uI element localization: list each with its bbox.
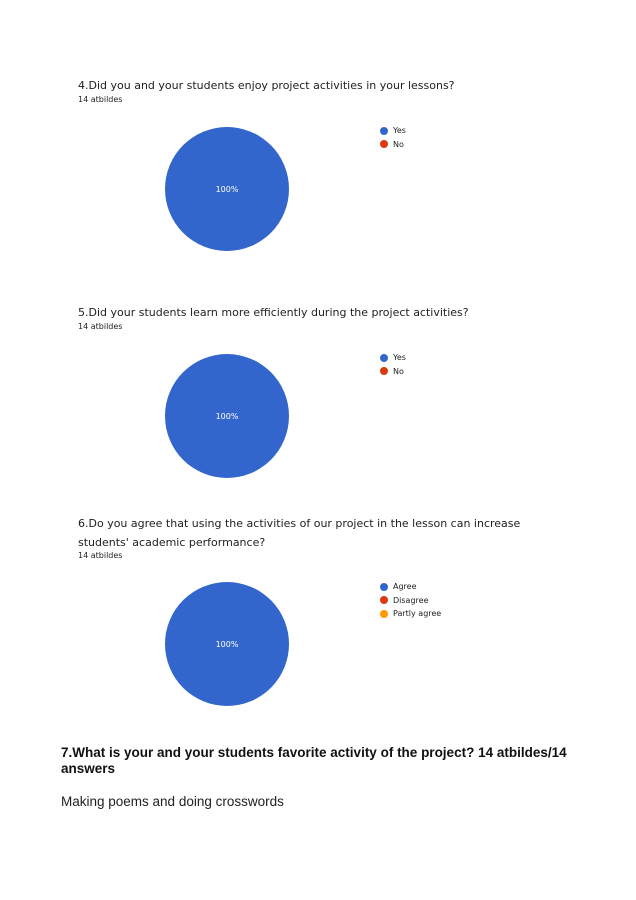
pie-chart: 100% xyxy=(165,354,289,478)
legend-label: Yes xyxy=(393,126,406,136)
pie-data-label: 100% xyxy=(216,640,239,649)
question-7-answer: Making poems and doing crosswords xyxy=(61,794,284,809)
legend-swatch xyxy=(380,140,388,149)
chart-legend: Yes No xyxy=(380,124,406,151)
legend-item: Partly agree xyxy=(380,607,441,621)
question-title: 6.Do you agree that using the activities… xyxy=(78,517,521,549)
chart-legend: Yes No xyxy=(380,351,406,378)
question-7-heading: 7.What is your and your students favorit… xyxy=(61,745,567,776)
legend-label: Partly agree xyxy=(393,609,442,619)
pie-chart: 100% xyxy=(165,127,289,251)
pie-slice-agree xyxy=(165,582,289,706)
pie-chart: 100% xyxy=(165,582,289,706)
pie-slice-yes xyxy=(165,354,289,478)
legend-label: No xyxy=(393,139,404,149)
pie-slice-yes xyxy=(165,127,289,251)
legend-swatch xyxy=(380,353,388,362)
pie-data-label: 100% xyxy=(216,185,239,194)
legend-swatch xyxy=(380,596,388,605)
chart-legend: Agree Disagree Partly agree xyxy=(380,580,441,621)
legend-item: Disagree xyxy=(380,594,441,608)
legend-item: Agree xyxy=(380,580,441,594)
legend-swatch xyxy=(380,609,388,618)
legend-label: Disagree xyxy=(393,595,429,605)
legend-swatch xyxy=(380,126,388,135)
legend-label: Agree xyxy=(393,582,417,592)
response-count: 14 atbildes xyxy=(78,95,123,104)
response-count: 14 atbildes xyxy=(78,551,123,560)
legend-item: No xyxy=(380,365,406,379)
legend-item: Yes xyxy=(380,351,406,365)
question-title: 4.Did you and your students enjoy projec… xyxy=(78,79,455,92)
pie-data-label: 100% xyxy=(216,412,239,421)
legend-label: Yes xyxy=(393,353,406,363)
legend-swatch xyxy=(380,367,388,376)
legend-item: Yes xyxy=(380,124,406,138)
legend-item: No xyxy=(380,138,406,152)
question-title: 5.Did your students learn more efficient… xyxy=(78,306,469,319)
legend-swatch xyxy=(380,582,388,591)
legend-label: No xyxy=(393,366,404,376)
response-count: 14 atbildes xyxy=(78,322,123,331)
